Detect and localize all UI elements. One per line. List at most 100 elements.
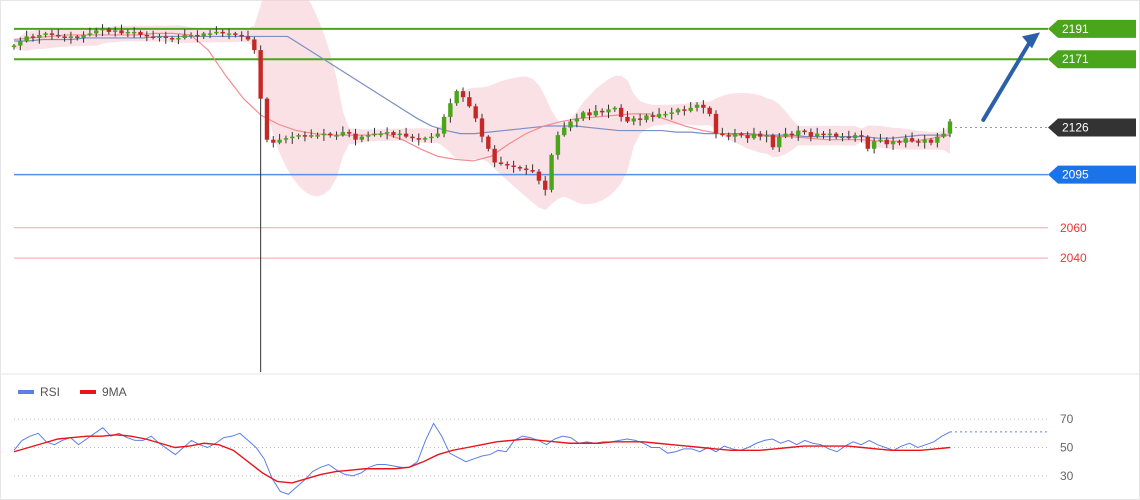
candle-body: [422, 138, 428, 140]
rsi-series-9ma: [13, 434, 951, 484]
candle-body: [100, 28, 105, 31]
candle-body: [56, 34, 61, 37]
candle-body: [258, 50, 263, 99]
candle-body: [587, 112, 592, 116]
candle-body: [43, 33, 48, 35]
candle-body: [650, 115, 655, 117]
candle-body: [543, 180, 548, 190]
candle-body: [897, 141, 902, 143]
legend-label-9ma: 9MA: [102, 385, 127, 399]
candle-body: [751, 133, 757, 139]
candle-body: [530, 170, 535, 172]
candle-body: [169, 37, 175, 40]
candle-body: [62, 36, 67, 38]
candle-body: [49, 33, 55, 35]
candle-body: [365, 135, 371, 137]
candle-body: [789, 133, 795, 136]
candle-body: [391, 132, 396, 136]
candle-body: [777, 136, 782, 148]
candle-body: [176, 37, 181, 40]
candle-body: [846, 136, 852, 139]
candle-body: [119, 30, 124, 34]
candle-body: [758, 133, 763, 137]
candle-body: [283, 138, 289, 140]
candle-body: [941, 133, 946, 137]
candle-body: [340, 132, 346, 136]
candle-body: [11, 45, 17, 48]
candle-body: [290, 136, 295, 139]
candle-body: [694, 104, 700, 108]
candle-body: [328, 133, 333, 136]
candle-body: [460, 91, 466, 98]
candle-body: [612, 107, 618, 110]
candle-body: [821, 133, 826, 136]
candle-body: [277, 139, 282, 143]
candle-body: [157, 36, 162, 38]
candle-body: [859, 135, 864, 137]
candle-body: [884, 139, 889, 145]
candle-body: [454, 91, 459, 104]
candle-body: [201, 33, 206, 37]
rsi-tick-label: 50: [1060, 441, 1074, 455]
candle-body: [18, 40, 23, 46]
candle-body: [865, 136, 870, 149]
candle-body: [207, 33, 213, 35]
candle-body: [656, 113, 662, 117]
candle-body: [909, 138, 915, 142]
candle-body: [549, 154, 554, 190]
candle-body: [473, 106, 478, 119]
candle-body: [675, 109, 681, 113]
candle-body: [75, 36, 80, 38]
candle-body: [131, 31, 137, 34]
candle-body: [511, 165, 516, 168]
candle-body: [378, 133, 384, 136]
candle-body: [568, 121, 573, 128]
candle-body: [770, 135, 776, 148]
candle-body: [226, 33, 232, 35]
candle-body: [397, 133, 402, 136]
candle-body: [403, 133, 409, 137]
moving-average-ma-red: [13, 32, 951, 162]
candle-body: [372, 133, 377, 136]
candle-body: [144, 34, 150, 37]
candle-body: [536, 171, 542, 181]
candle-body: [852, 135, 858, 139]
candle-body: [346, 132, 352, 134]
candle-body: [30, 36, 36, 38]
candle-body: [903, 138, 908, 143]
candle-body: [125, 31, 131, 34]
candle-body: [555, 135, 561, 155]
candle-body: [112, 30, 118, 32]
candle-body: [808, 132, 814, 137]
candle-body: [302, 135, 308, 137]
candle-body: [492, 148, 497, 163]
candle-body: [935, 136, 940, 143]
price-tag-last: [1048, 118, 1136, 137]
candle-body: [802, 130, 807, 133]
candle-body: [220, 31, 225, 34]
candle-body: [827, 133, 833, 136]
candle-body: [252, 39, 257, 51]
candle-body: [264, 98, 270, 140]
candle-body: [644, 115, 649, 120]
candle-body: [947, 121, 953, 134]
candle-body: [188, 34, 194, 37]
candle-body: [239, 34, 244, 37]
candle-body: [435, 133, 440, 137]
candle-body: [87, 33, 93, 35]
candle-body: [599, 110, 605, 113]
candle-body: [467, 97, 472, 107]
candle-body: [309, 135, 314, 137]
candle-body: [669, 112, 674, 114]
price-tag-pivot: [1048, 165, 1136, 184]
rsi-tick-label: 70: [1060, 412, 1074, 426]
candle-body: [625, 116, 630, 122]
candle-body: [796, 130, 801, 136]
candle-body: [163, 36, 168, 38]
candle-body: [68, 36, 74, 38]
candle-body: [783, 133, 788, 137]
candle-body: [928, 139, 934, 143]
candle-body: [448, 103, 453, 117]
candle-body: [701, 104, 706, 108]
price-tag-r2: [1048, 19, 1136, 38]
